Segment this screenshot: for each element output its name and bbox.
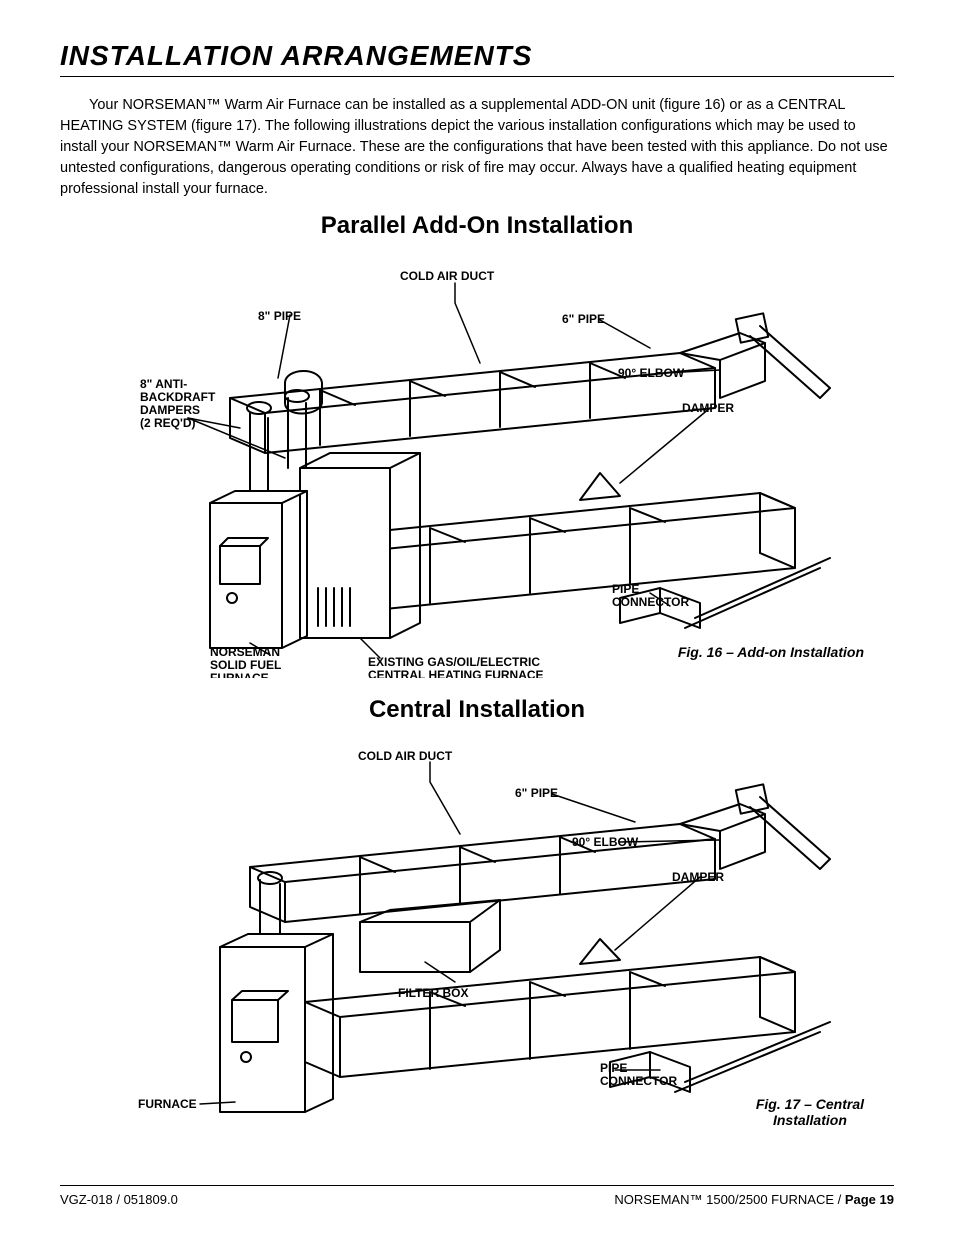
lbl-cold-air-duct: COLD AIR DUCT <box>400 269 495 283</box>
footer-rule <box>60 1185 894 1186</box>
footer-right-prefix: NORSEMAN™ 1500/2500 FURNACE / <box>614 1192 844 1207</box>
lbl17-90-elbow: 90° ELBOW <box>572 835 639 849</box>
lbl17-filter-box: FILTER BOX <box>398 986 468 1000</box>
footer-left: VGZ-018 / 051809.0 <box>60 1192 178 1207</box>
figure-17-diagram: COLD AIR DUCT 6" PIPE 90° ELBOW DAMPER F… <box>60 732 894 1132</box>
lbl17-6-pipe: 6" PIPE <box>515 786 558 800</box>
fig16-section-title: Parallel Add-On Installation <box>60 212 894 240</box>
lbl17-damper: DAMPER <box>672 870 724 884</box>
figure-16-diagram: COLD AIR DUCT 8" PIPE 6" PIPE 90° ELBOW … <box>60 248 894 678</box>
intro-paragraph: Your NORSEMAN™ Warm Air Furnace can be i… <box>60 95 894 200</box>
lbl-pipe-connector: PIPECONNECTOR <box>612 582 689 609</box>
lbl17-cold-air-duct: COLD AIR DUCT <box>358 749 453 763</box>
lbl-8-pipe: 8" PIPE <box>258 309 301 323</box>
lbl17-furnace: FURNACE <box>138 1097 197 1111</box>
lbl-backdraft-dampers: 8" ANTI-BACKDRAFTDAMPERS(2 REQ'D) <box>140 377 216 430</box>
footer-right: NORSEMAN™ 1500/2500 FURNACE / Page 19 <box>614 1192 894 1207</box>
figure-16-wrap: COLD AIR DUCT 8" PIPE 6" PIPE 90° ELBOW … <box>60 248 894 678</box>
lbl-existing-furnace: EXISTING GAS/OIL/ELECTRICCENTRAL HEATING… <box>368 655 544 678</box>
figure-17-wrap: COLD AIR DUCT 6" PIPE 90° ELBOW DAMPER F… <box>60 732 894 1132</box>
footer-page-number: Page 19 <box>845 1192 894 1207</box>
lbl17-pipe-connector: PIPECONNECTOR <box>600 1061 677 1088</box>
title-rule <box>60 76 894 77</box>
fig17-section-title: Central Installation <box>60 696 894 724</box>
lbl-norseman: NORSEMANSOLID FUELFURNACE <box>210 645 281 678</box>
lbl-damper: DAMPER <box>682 401 734 415</box>
fig17-caption: Fig. 17 – Central Installation <box>756 1096 864 1128</box>
page-footer: VGZ-018 / 051809.0 NORSEMAN™ 1500/2500 F… <box>60 1185 894 1207</box>
page-title: INSTALLATION ARRANGEMENTS <box>60 40 894 72</box>
lbl-90-elbow: 90° ELBOW <box>618 366 685 380</box>
fig16-caption: Fig. 16 – Add-on Installation <box>678 644 864 660</box>
lbl-6-pipe: 6" PIPE <box>562 312 605 326</box>
